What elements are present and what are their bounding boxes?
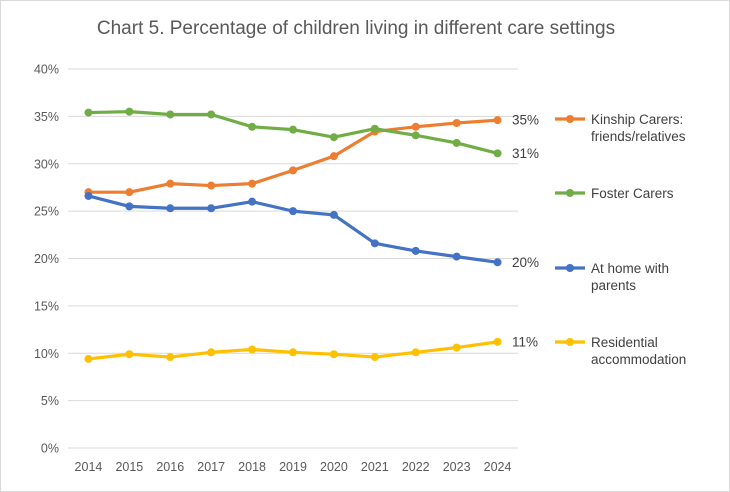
y-tick-label: 20% bbox=[34, 252, 59, 266]
legend-label: Foster Carers bbox=[591, 186, 674, 201]
end-label-kinship: 35% bbox=[512, 113, 539, 128]
legend: Kinship Carers: friends/relatives Foster C… bbox=[555, 112, 686, 367]
data-point-foster bbox=[207, 110, 216, 119]
series-lines bbox=[84, 107, 502, 363]
data-point-residential bbox=[411, 348, 420, 357]
data-point-foster bbox=[329, 133, 338, 142]
data-point-kinship bbox=[329, 152, 338, 161]
data-point-kinship bbox=[125, 188, 134, 197]
legend-swatch-marker bbox=[566, 189, 574, 197]
data-point-home bbox=[493, 258, 502, 267]
legend-item-foster: Foster Carers bbox=[555, 186, 674, 201]
y-tick-label: 25% bbox=[34, 205, 59, 219]
data-point-foster bbox=[125, 107, 134, 116]
data-point-kinship bbox=[411, 122, 420, 131]
data-point-foster bbox=[493, 149, 502, 158]
legend-item-home: At home with parents bbox=[555, 261, 669, 293]
data-point-home bbox=[452, 252, 461, 261]
x-tick-label: 2020 bbox=[320, 460, 348, 474]
data-point-kinship bbox=[207, 181, 216, 190]
end-label-foster: 31% bbox=[512, 146, 539, 161]
data-point-residential bbox=[207, 348, 216, 357]
legend-label: accommodation bbox=[591, 352, 686, 367]
y-tick-label: 0% bbox=[41, 442, 59, 456]
data-point-kinship bbox=[452, 119, 461, 128]
data-point-foster bbox=[452, 138, 461, 147]
legend-label: At home with bbox=[591, 261, 669, 276]
x-tick-label: 2016 bbox=[156, 460, 184, 474]
x-tick-label: 2022 bbox=[402, 460, 430, 474]
data-point-home bbox=[289, 207, 297, 216]
data-point-residential bbox=[166, 353, 175, 362]
data-point-residential bbox=[452, 343, 461, 352]
x-tick-label: 2014 bbox=[75, 460, 103, 474]
data-point-residential bbox=[84, 354, 93, 363]
data-point-kinship bbox=[248, 179, 257, 188]
legend-item-residential: Residential accommodation bbox=[555, 335, 686, 367]
legend-swatch-marker bbox=[566, 264, 574, 272]
data-point-home bbox=[125, 202, 134, 211]
legend-label: friends/relatives bbox=[591, 129, 686, 144]
legend-swatch-marker bbox=[566, 338, 574, 346]
data-point-residential bbox=[248, 345, 257, 354]
x-tick-label: 2015 bbox=[115, 460, 143, 474]
series-line-home bbox=[86, 194, 500, 264]
x-tick-label: 2023 bbox=[443, 460, 471, 474]
chart-title: Chart 5. Percentage of children living i… bbox=[97, 18, 615, 39]
data-point-home bbox=[248, 197, 257, 206]
data-point-kinship bbox=[289, 166, 297, 175]
legend-label: Kinship Carers: bbox=[591, 112, 683, 127]
x-tick-label: 2021 bbox=[361, 460, 389, 474]
y-tick-label: 10% bbox=[34, 347, 59, 361]
series-residential bbox=[84, 337, 502, 363]
series-kinship bbox=[84, 116, 502, 197]
data-point-kinship bbox=[166, 179, 175, 188]
data-point-residential bbox=[289, 348, 297, 357]
data-point-home bbox=[411, 246, 420, 255]
legend-label: Residential bbox=[591, 335, 658, 350]
data-point-foster bbox=[411, 131, 420, 140]
legend-label: parents bbox=[591, 278, 636, 293]
data-point-residential bbox=[493, 337, 502, 346]
y-tick-label: 30% bbox=[34, 157, 59, 171]
legend-swatch-marker bbox=[566, 115, 574, 123]
end-labels: 35% 31% 20% 11% bbox=[512, 113, 539, 350]
data-point-foster bbox=[84, 108, 93, 117]
legend-item-kinship: Kinship Carers: friends/relatives bbox=[555, 112, 686, 144]
data-point-home bbox=[84, 191, 93, 200]
y-tick-label: 40% bbox=[34, 63, 59, 77]
data-point-residential bbox=[125, 350, 134, 359]
data-point-foster bbox=[248, 122, 257, 131]
y-tick-label: 35% bbox=[34, 110, 59, 124]
end-label-residential: 11% bbox=[512, 334, 538, 349]
x-tick-label: 2018 bbox=[238, 460, 266, 474]
series-foster bbox=[84, 107, 502, 158]
series-home bbox=[84, 191, 502, 267]
data-point-residential bbox=[370, 353, 379, 362]
end-label-home: 20% bbox=[512, 255, 539, 270]
x-tick-label: 2019 bbox=[279, 460, 307, 474]
data-point-foster bbox=[370, 124, 379, 133]
data-point-residential bbox=[329, 350, 338, 359]
x-tick-label: 2017 bbox=[197, 460, 225, 474]
x-axis-ticks: 2014 2015 2016 2017 2018 2019 2020 2021 2022 2023… bbox=[75, 460, 512, 474]
data-point-foster bbox=[166, 110, 175, 119]
data-point-home bbox=[329, 210, 338, 219]
y-tick-label: 5% bbox=[41, 394, 59, 408]
y-axis-ticks: 0% 5% 10% 15% 20% 25% 30% 35% 40% bbox=[34, 63, 59, 456]
data-point-kinship bbox=[493, 116, 502, 125]
y-tick-label: 15% bbox=[34, 299, 59, 313]
x-tick-label: 2024 bbox=[484, 460, 512, 474]
data-point-home bbox=[166, 204, 175, 213]
data-point-home bbox=[207, 204, 216, 213]
data-point-home bbox=[370, 239, 379, 248]
data-point-foster bbox=[289, 125, 297, 134]
